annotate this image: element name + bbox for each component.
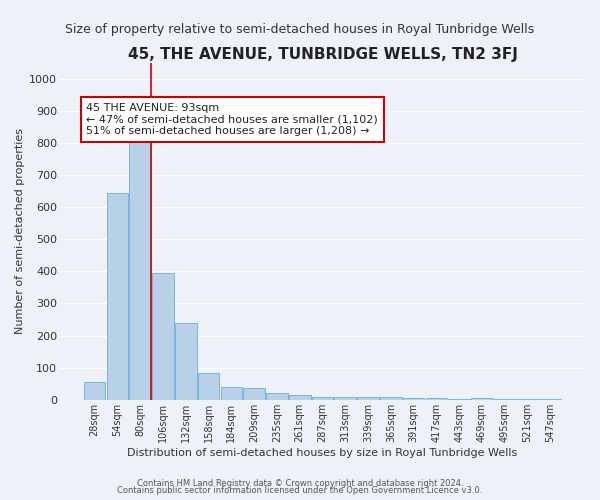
Bar <box>357 396 379 400</box>
Bar <box>175 322 197 400</box>
Bar <box>471 398 493 400</box>
Bar <box>494 399 515 400</box>
Bar <box>334 396 356 400</box>
Bar <box>380 397 401 400</box>
Bar <box>130 136 151 400</box>
Bar <box>198 373 220 400</box>
Bar <box>311 397 333 400</box>
Bar <box>84 382 106 400</box>
Y-axis label: Number of semi-detached properties: Number of semi-detached properties <box>15 128 25 334</box>
Text: 45 THE AVENUE: 93sqm
← 47% of semi-detached houses are smaller (1,102)
51% of se: 45 THE AVENUE: 93sqm ← 47% of semi-detac… <box>86 103 378 136</box>
X-axis label: Distribution of semi-detached houses by size in Royal Tunbridge Wells: Distribution of semi-detached houses by … <box>127 448 518 458</box>
Bar <box>425 398 447 400</box>
Text: Contains public sector information licensed under the Open Government Licence v3: Contains public sector information licen… <box>118 486 482 495</box>
Text: Size of property relative to semi-detached houses in Royal Tunbridge Wells: Size of property relative to semi-detach… <box>65 22 535 36</box>
Text: Contains HM Land Registry data © Crown copyright and database right 2024.: Contains HM Land Registry data © Crown c… <box>137 478 463 488</box>
Bar <box>243 388 265 400</box>
Bar <box>266 394 288 400</box>
Bar <box>289 395 311 400</box>
Bar <box>152 273 174 400</box>
Bar <box>107 192 128 400</box>
Bar <box>448 399 470 400</box>
Bar <box>221 387 242 400</box>
Bar <box>403 398 424 400</box>
Title: 45, THE AVENUE, TUNBRIDGE WELLS, TN2 3FJ: 45, THE AVENUE, TUNBRIDGE WELLS, TN2 3FJ <box>128 48 517 62</box>
